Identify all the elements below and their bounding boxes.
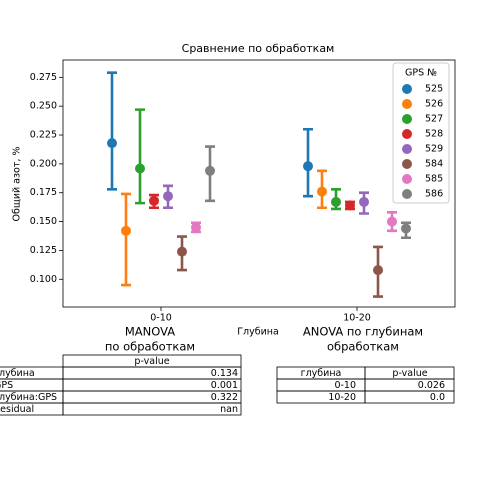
- anova-caption: обработкам: [327, 340, 399, 354]
- table-cell: [364, 390, 455, 404]
- point: [163, 191, 173, 202]
- y-tick-label: 0.125: [30, 245, 57, 256]
- legend-label: 584: [425, 159, 443, 170]
- legend-label: 529: [425, 144, 443, 155]
- error-bar: [135, 108, 145, 205]
- legend-marker: [402, 144, 412, 154]
- manova-caption: по обработкам: [105, 340, 195, 354]
- plot-frame: [62, 59, 456, 308]
- y-tick-label: 0.150: [30, 216, 57, 227]
- point: [317, 186, 327, 197]
- y-tick-label: 0.275: [30, 72, 57, 83]
- legend-marker: [402, 159, 412, 169]
- legend-label: 528: [425, 129, 443, 140]
- legend-label: 527: [425, 114, 443, 125]
- y-tick-label: 0.175: [30, 187, 57, 198]
- x-axis-label: Глубина: [237, 327, 279, 338]
- table-row-label: глубина:GPS: [0, 392, 57, 403]
- table-value: nan: [220, 404, 238, 415]
- point: [205, 165, 215, 176]
- x-tick-label: 0-10: [150, 313, 172, 324]
- table-value: 0.0: [430, 392, 445, 403]
- point: [401, 223, 411, 234]
- point: [331, 196, 341, 207]
- legend-label: 586: [425, 189, 443, 200]
- table-header: p-value: [134, 356, 169, 367]
- point: [107, 138, 117, 149]
- error-bar: [121, 192, 131, 287]
- table-row-label: 0-10: [334, 380, 356, 391]
- error-bar: [107, 71, 117, 191]
- table-value: 0.134: [211, 368, 238, 379]
- point: [149, 195, 159, 206]
- table-row-label: Residual: [0, 404, 34, 415]
- legend-marker: [402, 114, 412, 124]
- point: [191, 222, 201, 233]
- anova-caption: ANOVA по глубинам: [303, 325, 423, 339]
- point: [387, 216, 397, 227]
- chart-title: Сравнение по обработкам: [182, 42, 335, 55]
- point: [345, 200, 355, 211]
- y-tick-label: 0.225: [30, 130, 57, 141]
- point: [373, 265, 383, 276]
- y-tick-label: 0.100: [30, 274, 57, 285]
- table-value: 0.001: [211, 380, 238, 391]
- table-header: глубина: [301, 368, 342, 379]
- table-row-label: 10-20: [328, 392, 356, 403]
- table-cell: [62, 402, 242, 416]
- point: [303, 161, 313, 172]
- legend-marker: [402, 84, 412, 94]
- legend-label: 526: [425, 99, 443, 110]
- x-tick-label: 10-20: [343, 313, 371, 324]
- point: [121, 225, 131, 236]
- table-row-label: GPS: [0, 380, 13, 391]
- legend-label: 585: [425, 174, 443, 185]
- y-axis-label: Общий азот, %: [12, 147, 23, 222]
- point: [177, 246, 187, 257]
- legend-label: 525: [425, 84, 443, 95]
- table-row-label: глубина: [0, 368, 35, 379]
- point: [135, 163, 145, 174]
- manova-caption: MANOVA: [125, 325, 175, 339]
- y-tick-label: 0.250: [30, 101, 57, 112]
- table-value: 0.322: [211, 392, 238, 403]
- legend-marker: [402, 189, 412, 199]
- point: [359, 196, 369, 207]
- legend-marker: [402, 129, 412, 139]
- table-header: p-value: [392, 368, 427, 379]
- legend-marker: [402, 174, 412, 184]
- legend-marker: [402, 99, 412, 109]
- table-value: 0.026: [418, 380, 445, 391]
- y-tick-label: 0.200: [30, 158, 57, 169]
- legend-title: GPS №: [405, 68, 437, 79]
